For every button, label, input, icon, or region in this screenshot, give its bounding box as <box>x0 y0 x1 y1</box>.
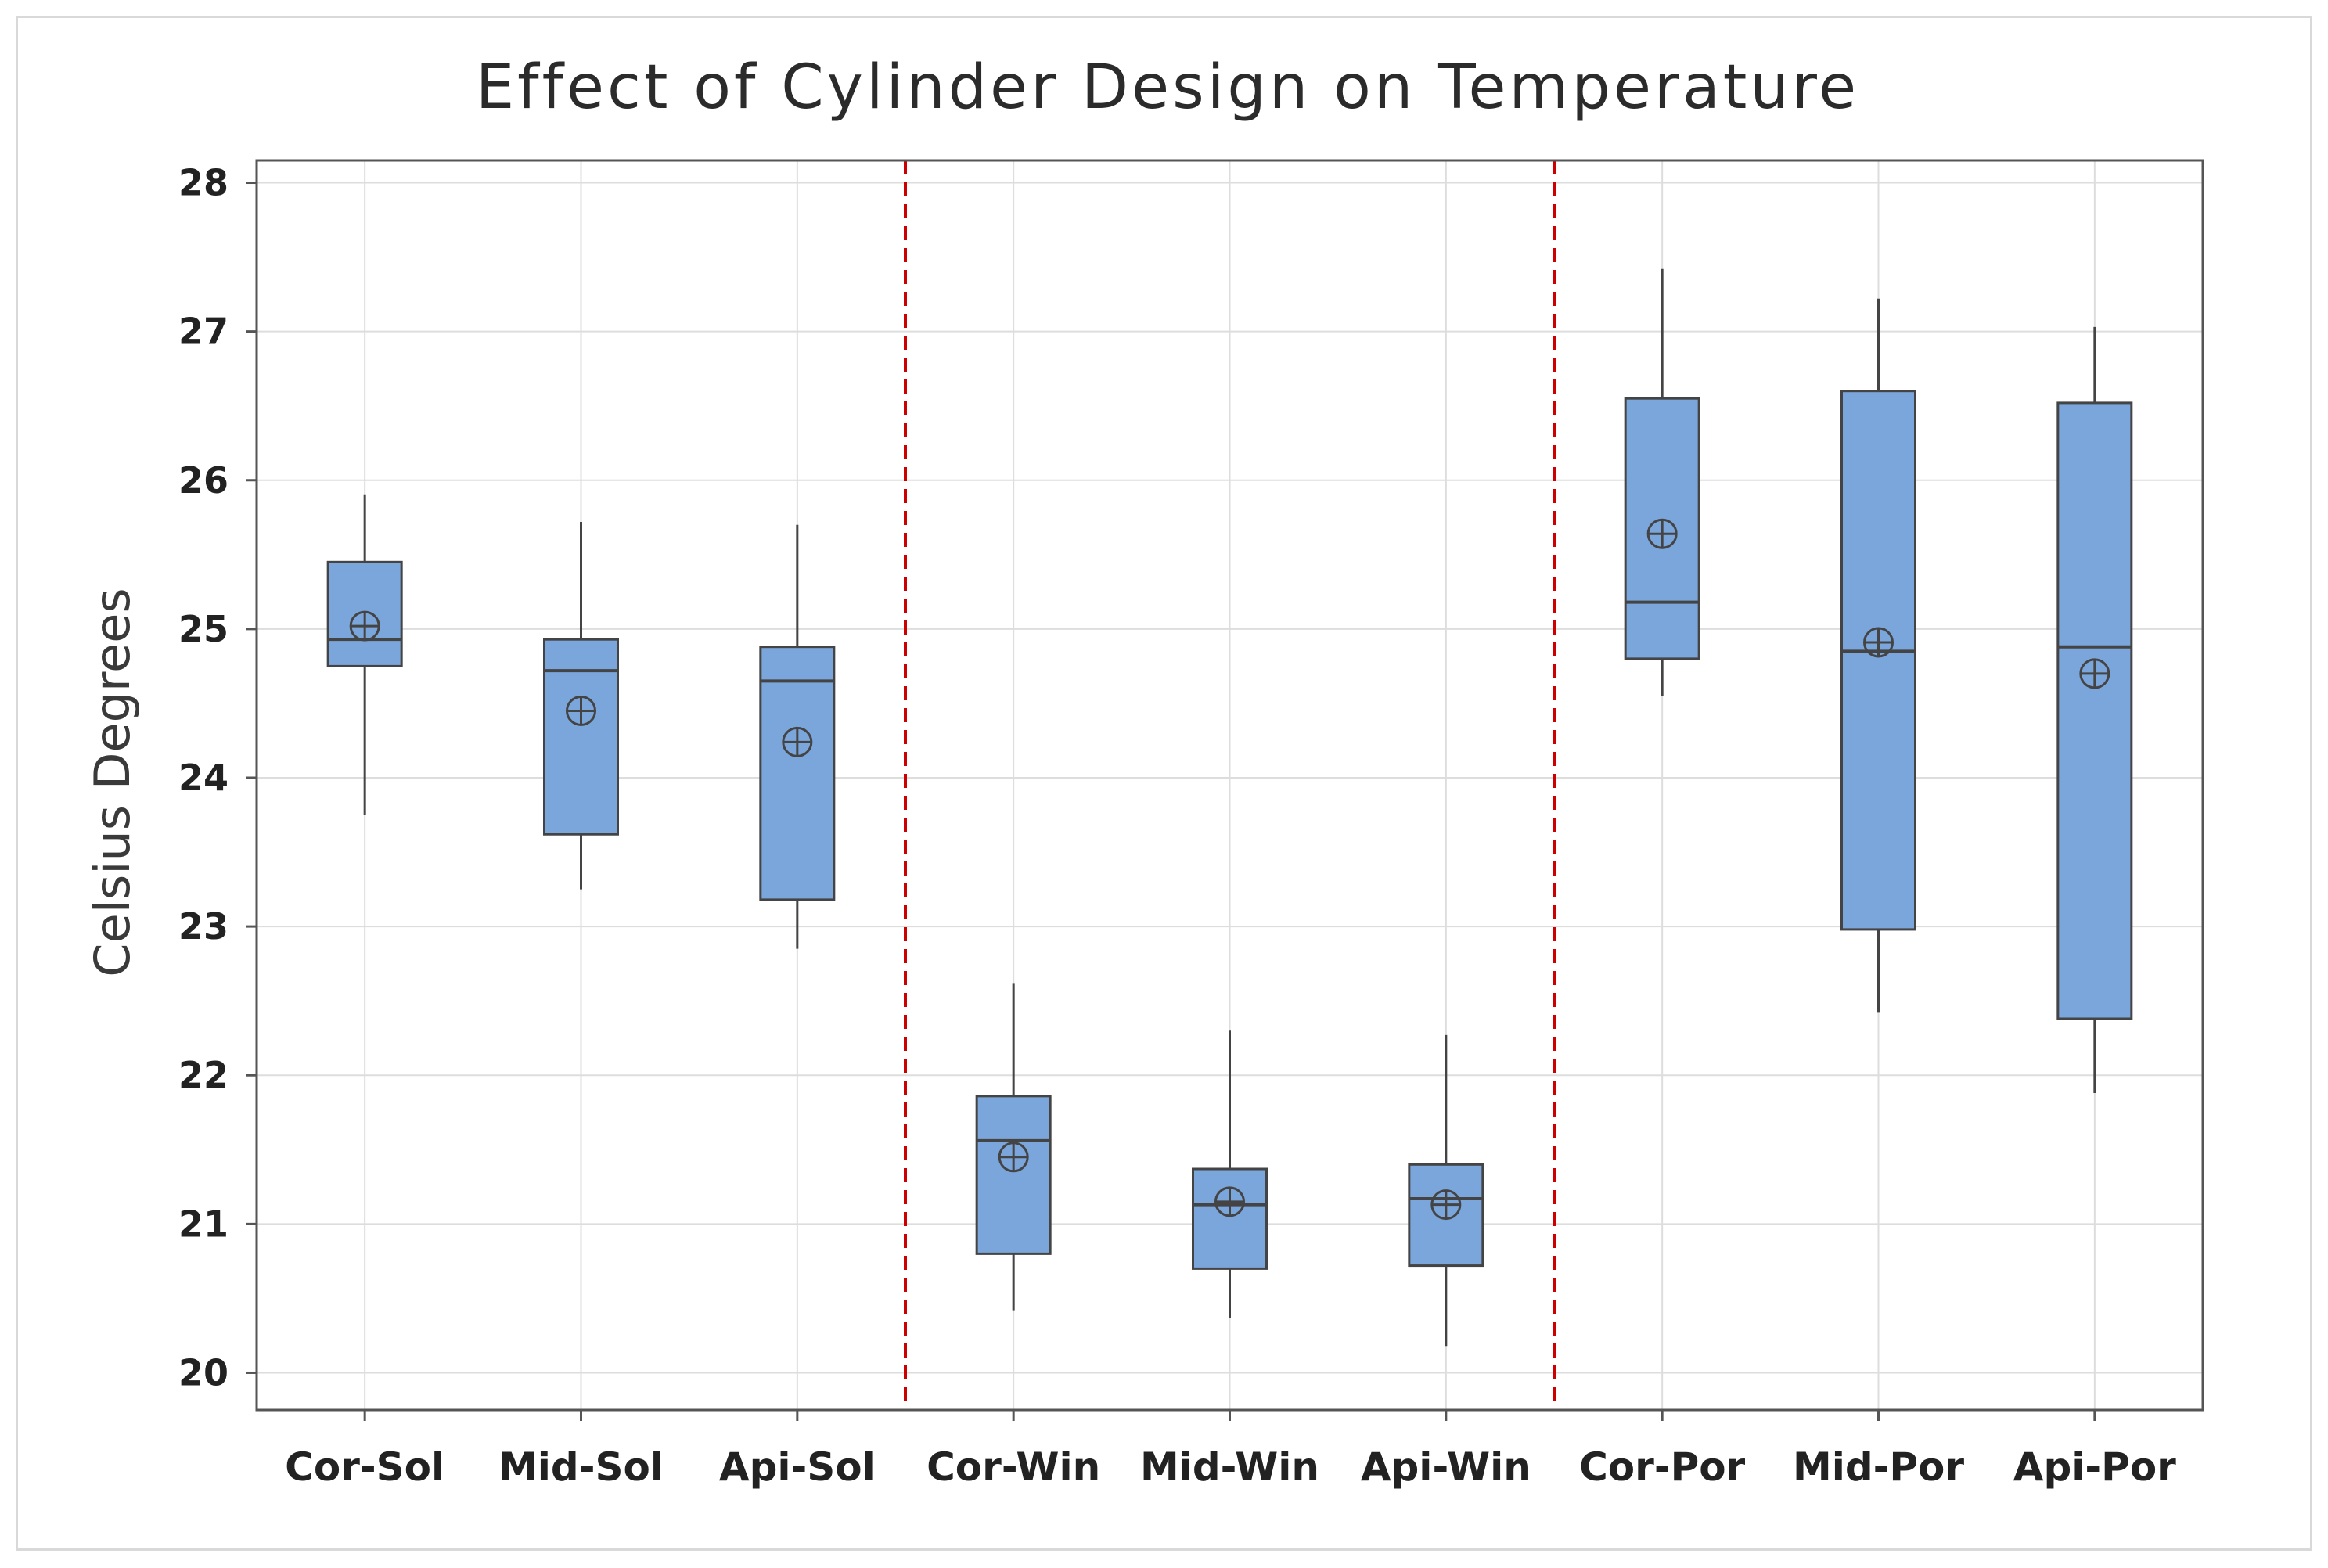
box-mid-win <box>1192 1030 1268 1318</box>
y-tick-label: 22 <box>178 1054 228 1096</box>
box-cor-win <box>975 983 1052 1311</box>
iqr-box <box>2056 401 2133 1020</box>
x-axis-ticks: Cor-Sol Mid-Sol Api-Sol Cor-Win Mid-Win Api-W… <box>285 1410 2176 1490</box>
iqr-box <box>1192 1167 1268 1270</box>
x-tick-label: Api-Win <box>1361 1444 1531 1490</box>
iqr-box <box>1840 390 1916 931</box>
chart-frame <box>16 16 2312 1551</box>
box-mid-sol <box>543 521 619 890</box>
y-tick-label: 23 <box>178 905 228 948</box>
x-tick-label: Cor-Sol <box>285 1444 444 1490</box>
chart-title: Effect of Cylinder Design on Temperature <box>476 52 1859 123</box>
y-axis-ticks: 20 21 22 23 24 25 26 27 28 <box>178 162 257 1394</box>
x-tick-label: Mid-Sol <box>498 1444 664 1490</box>
iqr-box <box>543 638 619 836</box>
y-tick-label: 20 <box>178 1351 228 1394</box>
box-mid-por <box>1840 298 1916 1013</box>
box-cor-por <box>1624 268 1700 696</box>
y-tick-label: 25 <box>178 608 228 650</box>
y-tick-label: 28 <box>178 162 228 204</box>
x-tick-label: Mid-Por <box>1793 1444 1964 1490</box>
box-cor-sol <box>326 494 403 815</box>
x-tick-label: Cor-Win <box>927 1444 1100 1490</box>
x-tick-label: Api-Sol <box>719 1444 876 1490</box>
y-tick-label: 27 <box>178 311 228 353</box>
x-tick-label: Api-Por <box>2013 1444 2176 1490</box>
y-tick-label: 26 <box>178 459 228 502</box>
group-separators <box>904 160 1556 1410</box>
y-axis-label: Celsius Degrees <box>84 588 141 976</box>
x-tick-label: Mid-Win <box>1140 1444 1319 1490</box>
box-api-win <box>1408 1034 1484 1347</box>
iqr-box <box>759 646 836 901</box>
iqr-box <box>975 1095 1052 1255</box>
box-series <box>326 268 2133 1347</box>
iqr-box <box>326 560 403 667</box>
y-tick-label: 21 <box>178 1203 228 1245</box>
x-tick-label: Cor-Por <box>1579 1444 1745 1490</box>
box-api-sol <box>759 524 836 949</box>
y-tick-label: 24 <box>178 757 228 799</box>
box-api-por <box>2056 326 2133 1094</box>
